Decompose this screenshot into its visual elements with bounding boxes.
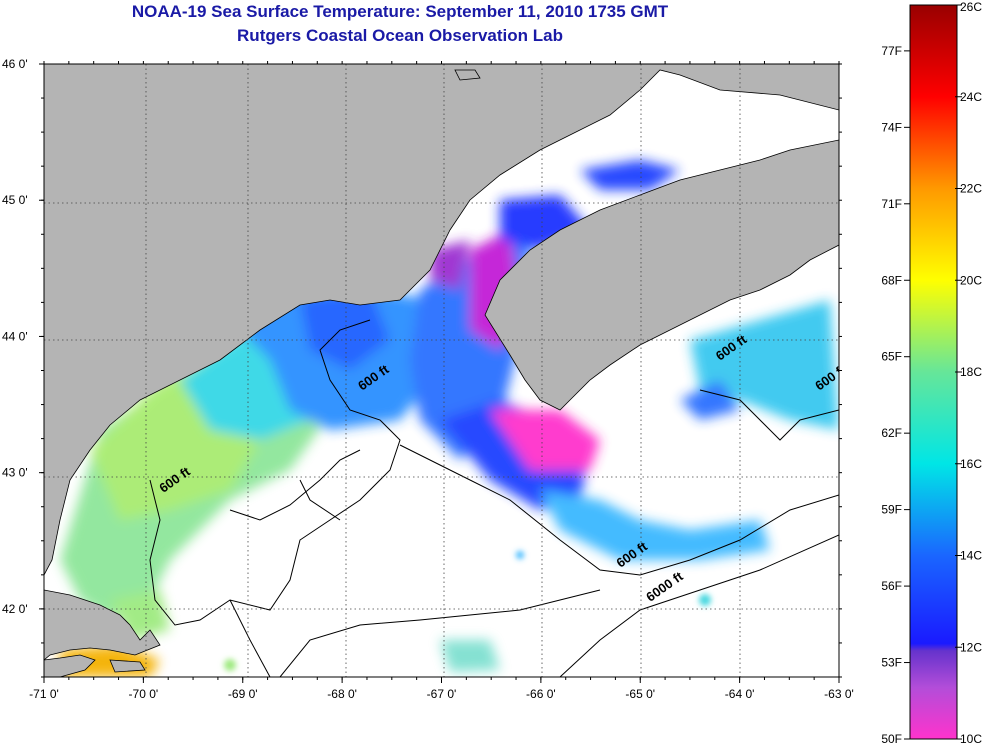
lat-label: 42 0' bbox=[2, 602, 28, 616]
lon-label: -71 0' bbox=[29, 687, 59, 701]
colorbar: 26C 24C 22C 20C 18C 16C 14C 12C 10C 77F 74F 71F 68F… bbox=[881, 0, 982, 746]
land bbox=[44, 64, 839, 677]
celsius-label: 10C bbox=[960, 732, 982, 746]
fahrenheit-label: 68F bbox=[881, 273, 902, 287]
fahrenheit-label: 74F bbox=[881, 120, 902, 134]
celsius-label: 14C bbox=[960, 549, 982, 563]
fahrenheit-label: 62F bbox=[881, 426, 902, 440]
colorbar-gradient bbox=[909, 4, 958, 740]
celsius-label: 20C bbox=[960, 273, 982, 287]
graticule bbox=[44, 64, 839, 677]
celsius-label: 18C bbox=[960, 365, 982, 379]
lon-label: -69 0' bbox=[228, 687, 258, 701]
celsius-label: 26C bbox=[960, 0, 982, 14]
lon-label: -64 0' bbox=[725, 687, 755, 701]
lon-label: -63 0' bbox=[824, 687, 854, 701]
lon-label: -67 0' bbox=[427, 687, 457, 701]
fahrenheit-label: 56F bbox=[881, 579, 902, 593]
celsius-label: 16C bbox=[960, 457, 982, 471]
fahrenheit-label: 53F bbox=[881, 656, 902, 670]
celsius-label: 24C bbox=[960, 90, 982, 104]
lon-label: -66 0' bbox=[526, 687, 556, 701]
lon-label: -70 0' bbox=[129, 687, 159, 701]
lat-label: 44 0' bbox=[2, 329, 28, 343]
map-subtitle: Rutgers Coastal Ocean Observation Lab bbox=[237, 26, 563, 45]
lat-label: 46 0' bbox=[2, 57, 28, 71]
colorbar-fahrenheit-labels: 77F 74F 71F 68F 65F 62F 59F 56F 53F 50F bbox=[881, 44, 910, 746]
longitude-axis: -71 0' -70 0' -69 0' -68 0' -67 0' -66 0' -65 … bbox=[29, 61, 854, 701]
celsius-label: 22C bbox=[960, 182, 982, 196]
lon-label: -65 0' bbox=[625, 687, 655, 701]
map-title: NOAA-19 Sea Surface Temperature: Septemb… bbox=[131, 2, 669, 21]
bathymetry-contours bbox=[149, 319, 839, 677]
celsius-label: 12C bbox=[960, 640, 982, 654]
lon-label: -68 0' bbox=[327, 687, 357, 701]
lat-label: 45 0' bbox=[2, 193, 28, 207]
fahrenheit-label: 65F bbox=[881, 350, 902, 364]
fahrenheit-label: 59F bbox=[881, 503, 902, 517]
lat-label: 43 0' bbox=[2, 466, 28, 480]
latitude-axis: 46 0' 45 0' 44 0' 43 0' 42 0' bbox=[2, 57, 842, 678]
fahrenheit-label: 50F bbox=[881, 732, 902, 746]
colorbar-celsius-labels: 26C 24C 22C 20C 18C 16C 14C 12C 10C bbox=[955, 0, 982, 746]
fahrenheit-label: 77F bbox=[881, 44, 902, 58]
fahrenheit-label: 71F bbox=[881, 197, 902, 211]
